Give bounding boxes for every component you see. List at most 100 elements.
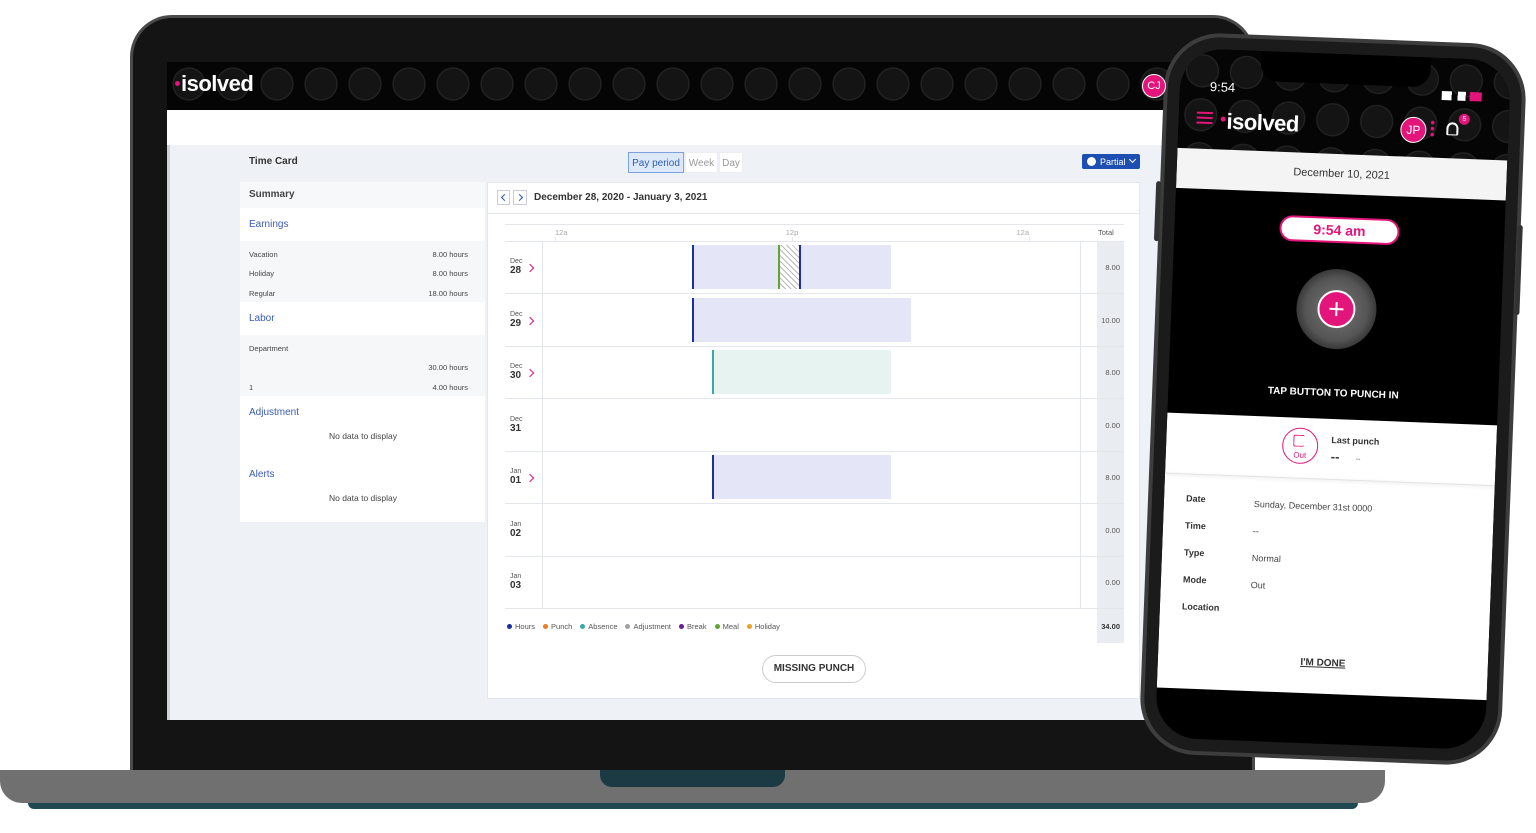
filter-button[interactable] — [1082, 154, 1140, 169]
day-total: 0.00 — [1105, 420, 1120, 430]
view-tab[interactable]: Week — [685, 152, 718, 173]
time-span — [713, 350, 891, 394]
logo: isolved — [181, 71, 254, 96]
row-label: Department — [249, 343, 289, 353]
row-rule — [505, 503, 1124, 504]
day-total: 0.00 — [1105, 525, 1120, 535]
axis-tick-label: 12a — [1016, 227, 1029, 237]
legend-swatch — [714, 623, 720, 629]
empty-message: No data to display — [328, 430, 398, 441]
punch-prompt: TAP BUTTON TO PUNCH IN — [1267, 385, 1399, 402]
axis-tick-label: 12p — [785, 227, 799, 237]
section-rows — [240, 241, 485, 302]
axis-rule — [505, 224, 1124, 225]
total-header: Total — [1098, 227, 1114, 237]
user-avatar[interactable]: CJ — [1142, 74, 1166, 98]
last-punch-time: -- — [1330, 448, 1340, 465]
row-rule — [505, 345, 1124, 347]
day-month: Dec — [510, 415, 523, 423]
legend: Hours Punch Absence Adjustment Break Meal Holi… — [507, 620, 780, 632]
legend-item: Absence — [580, 622, 617, 631]
legend-swatch — [543, 623, 549, 629]
legend-item: Punch — [543, 622, 572, 631]
last-punch-detail: -- — [1355, 455, 1361, 464]
view-tab[interactable]: Pay period — [628, 152, 684, 173]
row-label: Holiday — [249, 269, 275, 278]
header-rule — [487, 213, 1140, 214]
day-month: Jan — [510, 520, 522, 528]
grid-line — [542, 241, 543, 608]
time-span — [693, 297, 911, 342]
row-label: 1 — [249, 382, 254, 392]
laptop-notch — [600, 770, 785, 787]
phone-screen: 9:54 isolved JP 5 December 10, 2021 9:54 am TA… — [1154, 47, 1512, 751]
section-title: Earnings — [249, 219, 289, 230]
summary-header — [240, 182, 485, 208]
day-number: 30 — [510, 370, 522, 381]
row-label: Regular — [249, 288, 276, 298]
section-title: Labor — [249, 313, 275, 324]
legend-swatch — [679, 623, 685, 629]
punch-marker — [712, 455, 714, 499]
legend-item: Hours — [507, 622, 535, 631]
row-rule — [505, 450, 1124, 452]
punch-marker — [692, 297, 695, 342]
legend-label: Absence — [588, 621, 618, 631]
grid-line — [1080, 241, 1081, 608]
app-header — [167, 62, 1177, 110]
prev-button[interactable] — [497, 190, 510, 205]
day-number: 01 — [510, 475, 522, 486]
legend-label: Adjustment — [633, 621, 672, 631]
punch-marker — [798, 245, 801, 289]
day-month: Jan — [510, 468, 522, 475]
phone: 9:54 isolved JP 5 December 10, 2021 9:54 am TA… — [1138, 31, 1528, 767]
detail-label: Location — [1181, 601, 1220, 613]
out-label: Out — [1293, 450, 1307, 461]
day-number: 03 — [510, 580, 522, 591]
day-total: 0.00 — [1105, 578, 1120, 587]
grand-total: 34.00 — [1101, 621, 1120, 631]
day-number: 28 — [510, 265, 522, 276]
more-icon[interactable] — [1430, 119, 1435, 138]
summary-title: Summary — [249, 189, 295, 200]
day-total: 8.00 — [1105, 473, 1120, 482]
day-month: Dec — [510, 258, 523, 265]
empty-message: No data to display — [328, 492, 398, 503]
day-total: 8.00 — [1105, 368, 1120, 377]
axis-tick — [555, 237, 556, 241]
legend-label: Meal — [722, 621, 739, 631]
laptop-foot — [28, 803, 1358, 809]
detail-value: -- — [1252, 526, 1260, 537]
legend-label: Hours — [515, 621, 536, 631]
filter-label: Partial — [1100, 156, 1126, 167]
date: December 10, 2021 — [1293, 166, 1391, 183]
detail-label: Date — [1185, 493, 1206, 505]
missing-punch-button[interactable]: MISSING PUNCH — [762, 655, 866, 683]
section-title: Adjustment — [249, 407, 300, 418]
date-range: December 28, 2020 - January 3, 2021 — [534, 191, 708, 203]
header-strip — [167, 110, 1177, 145]
day-number: 31 — [510, 422, 522, 434]
legend-label: Punch — [551, 621, 573, 631]
row-value: 8.00 hours — [432, 249, 468, 259]
logo: isolved — [1226, 108, 1300, 137]
row-rule — [505, 398, 1124, 399]
status-icons — [1441, 90, 1482, 102]
view-tab[interactable]: Day — [719, 152, 743, 173]
next-button[interactable] — [513, 190, 527, 205]
logo-dot — [175, 81, 180, 86]
legend-item: Holiday — [746, 621, 780, 631]
day-number: 02 — [510, 527, 522, 539]
legend-label: Holiday — [754, 621, 780, 631]
day-total: 10.00 — [1101, 315, 1120, 325]
time-span — [713, 455, 891, 499]
punch-marker — [692, 245, 695, 289]
day-month: Dec — [510, 310, 523, 318]
bell-icon[interactable] — [1446, 122, 1459, 136]
clock: 9:54 am — [1279, 214, 1400, 246]
day-total: 8.00 — [1105, 263, 1120, 272]
day-number: 29 — [510, 317, 522, 329]
done-button[interactable]: I'M DONE — [1300, 656, 1346, 670]
row-value: 4.00 hours — [432, 382, 468, 392]
